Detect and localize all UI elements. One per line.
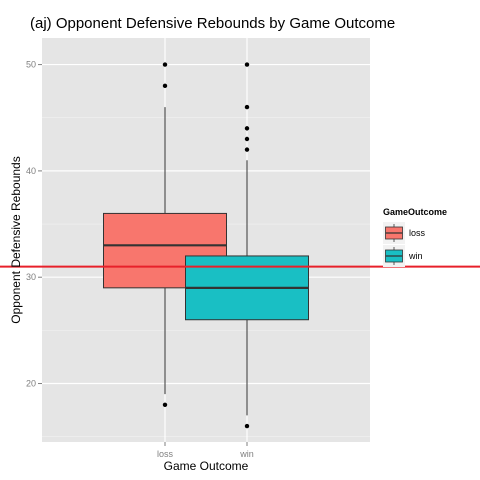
outlier-point (244, 147, 250, 152)
outlier-point (244, 104, 250, 110)
outlier-point (244, 423, 250, 429)
outlier-point (162, 83, 168, 89)
x-tick-label: loss (157, 449, 174, 459)
legend-label-loss: loss (409, 228, 426, 238)
outlier-point (244, 62, 250, 67)
legend-title: GameOutcome (383, 207, 447, 217)
y-axis-ticks: 20 30 40 50 (26, 60, 42, 389)
y-tick-label: 30 (26, 272, 36, 282)
y-tick-label: 20 (26, 379, 36, 389)
chart-title: (aj) Opponent Defensive Rebounds by Game… (30, 15, 395, 32)
y-tick-label: 50 (26, 60, 36, 70)
x-tick-label: win (239, 449, 254, 459)
outlier-point (244, 126, 250, 131)
x-axis-label: Game Outcome (164, 459, 249, 473)
legend: GameOutcome loss win (383, 207, 447, 267)
x-axis-ticks: loss win (157, 442, 254, 459)
y-axis-label: Opponent Defensive Rebounds (9, 156, 23, 323)
legend-label-win: win (408, 251, 423, 261)
outlier-point (162, 402, 168, 407)
outlier-point (244, 136, 250, 142)
outlier-point (162, 62, 168, 67)
y-tick-label: 40 (26, 166, 36, 176)
